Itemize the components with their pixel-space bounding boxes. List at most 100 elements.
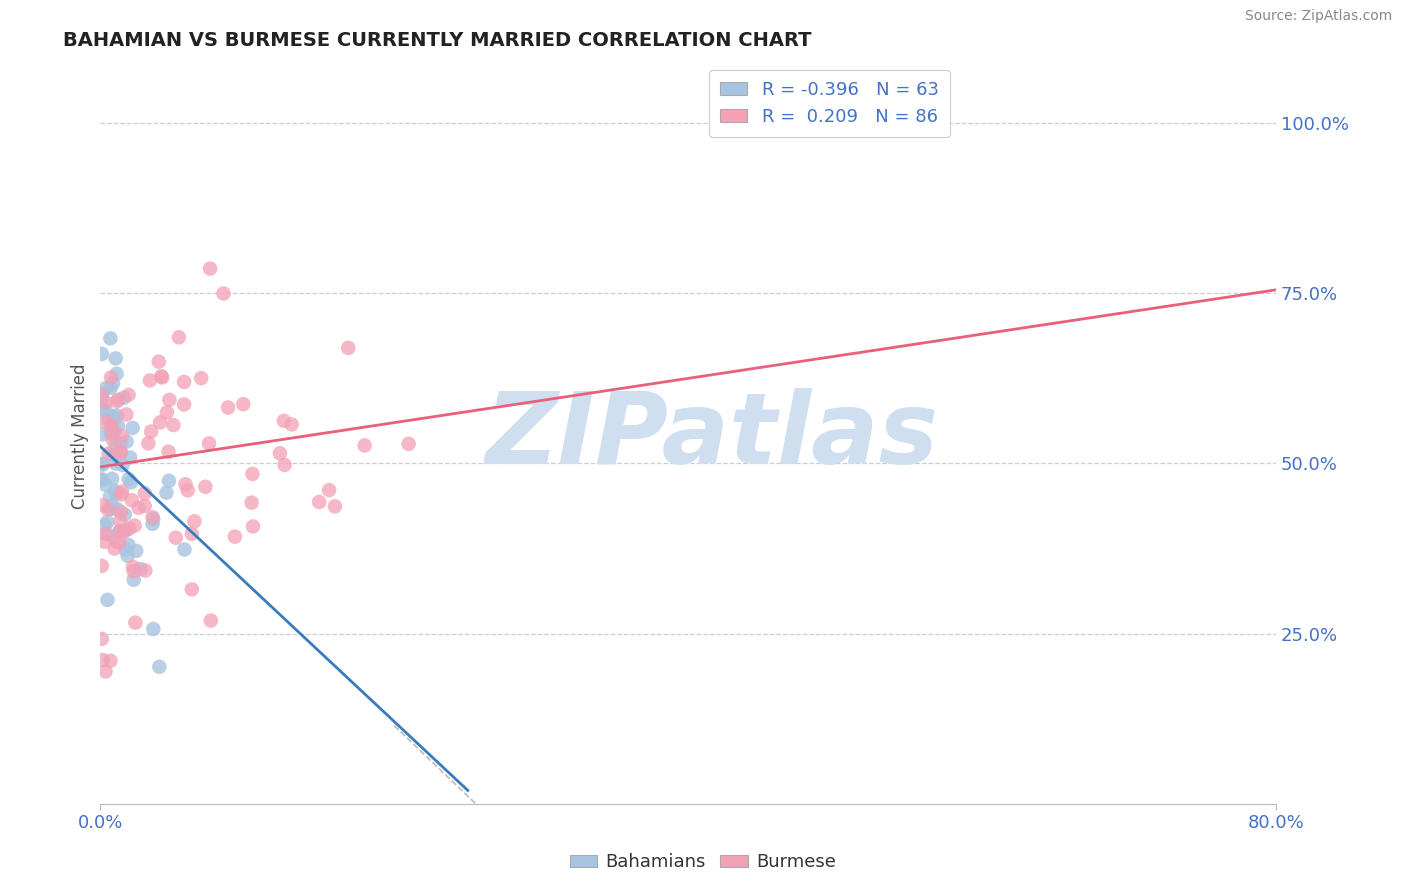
Point xyxy=(120,450,142,465)
Point xyxy=(96,592,118,607)
Point xyxy=(105,486,128,500)
Point xyxy=(173,397,195,411)
Point xyxy=(115,408,138,422)
Point xyxy=(117,538,139,552)
Point xyxy=(94,478,117,492)
Point xyxy=(148,660,170,674)
Point xyxy=(128,500,150,515)
Point xyxy=(105,394,128,409)
Point xyxy=(142,516,165,531)
Point xyxy=(108,535,131,549)
Point xyxy=(97,412,120,426)
Point xyxy=(156,405,179,419)
Point xyxy=(224,530,246,544)
Point xyxy=(273,458,295,472)
Point xyxy=(124,518,146,533)
Point xyxy=(174,477,197,491)
Point xyxy=(101,422,124,436)
Text: ZIPatlas: ZIPatlas xyxy=(485,388,938,484)
Point xyxy=(323,500,346,514)
Point xyxy=(91,653,114,667)
Point xyxy=(280,417,302,432)
Point xyxy=(157,392,180,407)
Point xyxy=(142,512,165,526)
Point xyxy=(90,632,112,646)
Point xyxy=(155,485,177,500)
Point xyxy=(91,392,114,406)
Point xyxy=(103,409,125,424)
Point xyxy=(94,665,117,679)
Point xyxy=(117,388,139,402)
Point xyxy=(129,562,152,576)
Point xyxy=(100,502,122,516)
Point xyxy=(94,415,117,429)
Point xyxy=(198,436,221,450)
Point xyxy=(142,622,165,636)
Point xyxy=(108,524,131,539)
Point xyxy=(110,505,132,519)
Point xyxy=(353,438,375,452)
Point xyxy=(111,428,134,442)
Point xyxy=(107,392,129,407)
Point xyxy=(100,654,122,668)
Point xyxy=(104,483,127,498)
Legend: Bahamians, Burmese: Bahamians, Burmese xyxy=(562,847,844,879)
Point xyxy=(165,531,187,545)
Point xyxy=(103,448,125,462)
Point xyxy=(90,558,112,573)
Point xyxy=(93,404,115,418)
Point xyxy=(104,457,127,471)
Point xyxy=(110,487,132,501)
Point xyxy=(273,414,295,428)
Point xyxy=(105,409,128,423)
Point xyxy=(90,387,112,401)
Point xyxy=(232,397,254,411)
Point xyxy=(97,527,120,541)
Point xyxy=(101,432,124,446)
Point xyxy=(134,499,156,513)
Point xyxy=(114,523,136,537)
Point xyxy=(318,483,340,497)
Point xyxy=(150,370,173,384)
Point xyxy=(117,549,139,563)
Point xyxy=(134,486,156,500)
Point xyxy=(138,436,160,450)
Point xyxy=(139,425,162,439)
Point xyxy=(149,416,172,430)
Point xyxy=(110,436,132,450)
Point xyxy=(105,367,128,381)
Point xyxy=(112,391,135,405)
Point xyxy=(190,371,212,385)
Point xyxy=(122,565,145,579)
Point xyxy=(103,425,125,439)
Point xyxy=(198,261,221,276)
Point xyxy=(101,472,124,486)
Point xyxy=(134,564,156,578)
Point xyxy=(94,395,117,409)
Point xyxy=(101,421,124,435)
Point xyxy=(139,374,162,388)
Point xyxy=(94,534,117,549)
Y-axis label: Currently Married: Currently Married xyxy=(72,364,89,509)
Point xyxy=(94,403,117,417)
Point xyxy=(180,582,202,597)
Point xyxy=(110,524,132,538)
Point xyxy=(90,474,112,488)
Point xyxy=(142,510,165,524)
Point xyxy=(97,502,120,516)
Point xyxy=(90,347,112,361)
Point xyxy=(97,446,120,460)
Point xyxy=(200,614,222,628)
Legend: R = -0.396   N = 63, R =  0.209   N = 86: R = -0.396 N = 63, R = 0.209 N = 86 xyxy=(709,70,949,136)
Point xyxy=(110,444,132,458)
Point xyxy=(157,444,180,458)
Point xyxy=(111,458,134,472)
Point xyxy=(125,544,148,558)
Point xyxy=(114,508,136,522)
Point xyxy=(100,381,122,395)
Point xyxy=(118,472,141,486)
Point xyxy=(104,534,127,549)
Point xyxy=(167,330,190,344)
Point xyxy=(104,351,127,366)
Point xyxy=(111,484,134,499)
